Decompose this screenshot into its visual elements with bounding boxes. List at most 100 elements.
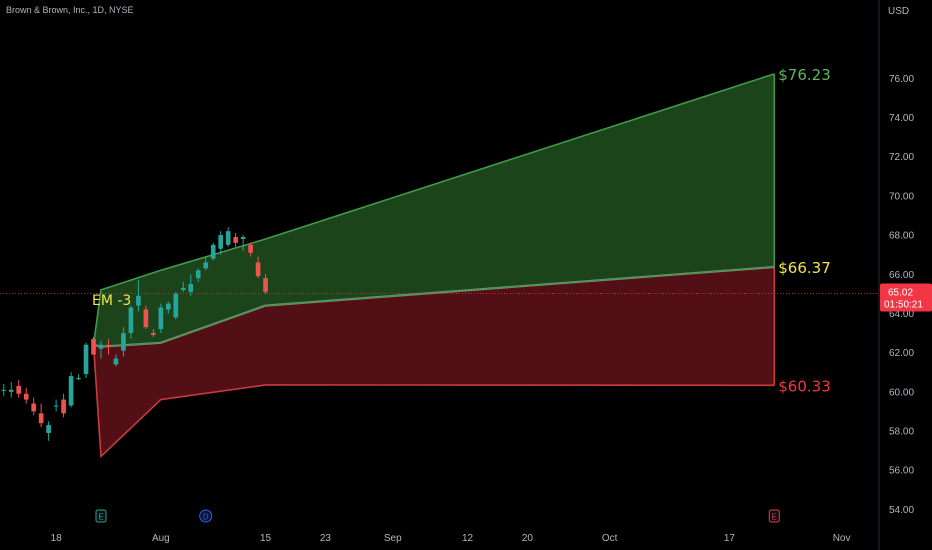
- candle: [143, 305, 149, 330]
- earnings-marker: E: [768, 509, 780, 523]
- target-label: $76.23: [778, 66, 831, 84]
- candle-body: [113, 358, 119, 365]
- y-axis[interactable]: 54.00 56.00 58.00 60.00 62.00 64.00 66.00 68.00…: [889, 74, 914, 516]
- candle-body: [203, 262, 209, 269]
- candle-body: [53, 405, 59, 407]
- y-tick-label: 56.00: [889, 466, 914, 477]
- candle-body: [61, 399, 66, 414]
- candle-body: [188, 284, 194, 292]
- candle-body: [106, 344, 111, 347]
- candle: [53, 399, 59, 412]
- y-axis-unit: USD: [888, 6, 909, 17]
- candle: [188, 274, 194, 296]
- candle-body: [255, 262, 261, 277]
- candle: [195, 268, 201, 283]
- candle: [23, 387, 29, 404]
- candle-body: [240, 237, 246, 239]
- marker-shape: [95, 509, 107, 523]
- candle-body: [68, 376, 74, 406]
- candle-body: [98, 344, 104, 349]
- candle: [136, 280, 141, 312]
- candle-body: [195, 270, 201, 279]
- candle: [38, 403, 44, 428]
- candle-body: [233, 237, 238, 243]
- y-tick-label: 66.00: [889, 270, 914, 281]
- candle: [233, 233, 238, 247]
- candle-body: [180, 287, 186, 290]
- y-tick-label: 62.00: [889, 348, 914, 359]
- x-tick-label: Oct: [602, 533, 618, 544]
- candle: [83, 342, 89, 379]
- candle: [166, 301, 171, 314]
- candle: [16, 380, 22, 398]
- candle: [31, 397, 36, 416]
- x-tick-label: 23: [320, 533, 332, 544]
- candle: [76, 374, 81, 381]
- y-tick-label: 54.00: [889, 505, 914, 516]
- candle: [240, 235, 246, 251]
- symbol-title: Brown & Brown, Inc., 1D, NYSE: [6, 5, 134, 15]
- candle: [218, 231, 224, 255]
- candle: [173, 291, 179, 320]
- candle-body: [218, 235, 224, 249]
- candle: [210, 242, 216, 261]
- marker-label: E: [98, 513, 103, 522]
- candle: [61, 393, 66, 418]
- candle-body: [225, 231, 231, 245]
- em-label: EM -3: [92, 293, 131, 309]
- marker-shape: [768, 509, 780, 523]
- candle-body: [16, 385, 22, 394]
- candle-body: [1, 389, 7, 391]
- earnings-marker: E: [95, 509, 107, 523]
- marker-label: E: [772, 513, 777, 522]
- candle: [113, 354, 119, 367]
- candle: [263, 274, 268, 294]
- y-tick-label: 58.00: [889, 426, 914, 437]
- candle: [248, 242, 253, 257]
- candle-body: [128, 307, 134, 334]
- x-tick-label: Sep: [384, 533, 402, 544]
- candle-body: [151, 333, 156, 335]
- x-tick-label: 17: [724, 533, 736, 544]
- candle-body: [46, 425, 51, 433]
- upper-cone-line: [92, 73, 775, 345]
- price-tag-value: 65.02: [888, 287, 913, 298]
- x-tick-label: 18: [51, 533, 63, 544]
- price-tag-bg: [880, 283, 932, 312]
- candle-body: [173, 293, 179, 318]
- candle: [91, 336, 96, 355]
- x-tick-label: 20: [522, 533, 534, 544]
- candle-body: [83, 344, 89, 375]
- x-tick-label: Aug: [152, 533, 170, 544]
- candle: [106, 338, 111, 355]
- candle: [68, 372, 74, 408]
- candles: [1, 227, 268, 441]
- candle: [46, 421, 51, 441]
- x-axis[interactable]: 18 Aug 15 23 Sep 12 20 Oct 17 Nov: [51, 533, 851, 544]
- candle: [158, 303, 164, 334]
- candle-body: [143, 309, 149, 328]
- y-tick-label: 60.00: [889, 387, 914, 398]
- mid-cone-line: [93, 266, 775, 348]
- candle: [151, 329, 156, 337]
- candle: [180, 282, 186, 292]
- candle: [255, 256, 261, 279]
- x-tick-label: 12: [462, 533, 474, 544]
- candle-body: [23, 393, 29, 400]
- candle: [121, 327, 126, 357]
- candle-body: [121, 333, 126, 351]
- marker-shape: [199, 509, 213, 523]
- candle: [225, 227, 231, 247]
- target-labels: $76.23 $66.37 $60.33: [778, 66, 831, 395]
- target-label: $60.33: [778, 377, 831, 395]
- lower-cone-fill: [93, 267, 775, 457]
- x-tick-label: Nov: [833, 533, 851, 544]
- y-tick-label: 72.00: [889, 152, 914, 163]
- candle-body: [263, 278, 268, 292]
- candle-body: [158, 307, 164, 330]
- candle-body: [38, 413, 44, 424]
- candle: [128, 305, 134, 339]
- y-tick-label: 68.00: [889, 231, 914, 242]
